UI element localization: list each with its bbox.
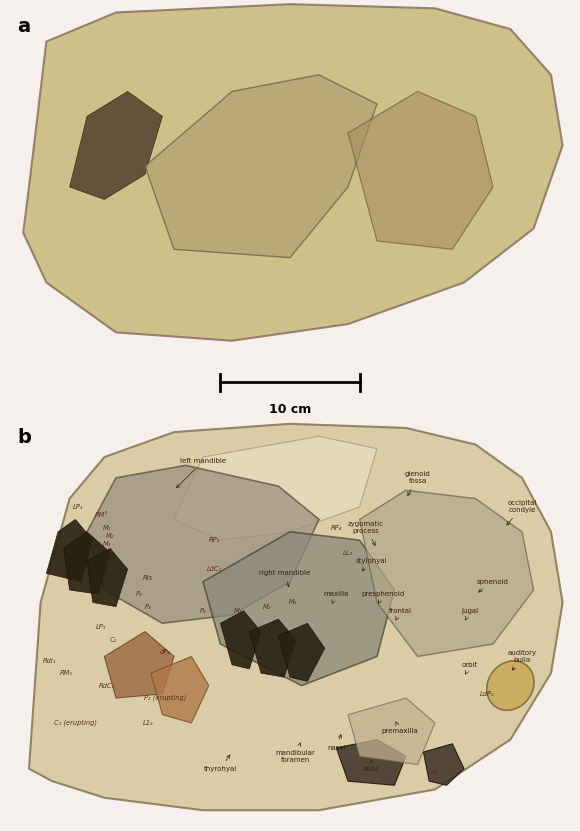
- Polygon shape: [220, 611, 261, 669]
- Text: LdP₂: LdP₂: [480, 691, 495, 697]
- Text: LL₃: LL₃: [343, 549, 353, 556]
- Text: mandibular
foramen: mandibular foramen: [276, 743, 316, 763]
- Text: nasal: nasal: [327, 735, 346, 751]
- Text: LP₃: LP₃: [73, 504, 84, 510]
- Text: RdC₁: RdC₁: [99, 682, 115, 689]
- Polygon shape: [87, 465, 319, 623]
- Polygon shape: [104, 632, 174, 698]
- Text: LP₄: LP₄: [70, 524, 81, 531]
- Polygon shape: [145, 75, 377, 258]
- Polygon shape: [423, 744, 464, 785]
- Text: premaxilla: premaxilla: [382, 722, 419, 735]
- Text: zygomatic
process: zygomatic process: [347, 521, 383, 545]
- Text: presphenoid: presphenoid: [361, 591, 404, 603]
- Polygon shape: [174, 436, 377, 540]
- Text: C₁ (erupting): C₁ (erupting): [54, 720, 97, 726]
- Polygon shape: [29, 424, 563, 810]
- Ellipse shape: [487, 661, 534, 711]
- Text: M₂: M₂: [106, 533, 114, 539]
- Text: M₂: M₂: [263, 603, 271, 610]
- Polygon shape: [336, 740, 406, 785]
- Text: 10 cm: 10 cm: [269, 403, 311, 416]
- Text: dP₂: dP₂: [160, 649, 171, 656]
- Text: atlas: atlas: [362, 760, 380, 772]
- Polygon shape: [348, 91, 493, 249]
- Text: P₂ (erupting): P₂ (erupting): [144, 695, 187, 701]
- Text: M₃: M₃: [289, 599, 297, 606]
- Polygon shape: [249, 619, 296, 677]
- Text: C₁: C₁: [110, 637, 117, 643]
- Text: L1₃: L1₃: [143, 720, 153, 726]
- Text: RM₁: RM₁: [60, 670, 73, 676]
- Polygon shape: [87, 548, 128, 607]
- Text: P₂: P₂: [136, 591, 143, 597]
- Text: LP₃: LP₃: [96, 624, 107, 631]
- Text: M₁: M₁: [103, 524, 111, 531]
- Text: P₃: P₃: [144, 603, 151, 610]
- Text: RIs: RIs: [143, 574, 153, 581]
- Text: left mandible: left mandible: [176, 458, 226, 488]
- Polygon shape: [151, 656, 209, 723]
- Text: M₁: M₁: [234, 607, 242, 614]
- Polygon shape: [348, 698, 435, 765]
- Polygon shape: [278, 623, 325, 681]
- Text: maxilla: maxilla: [324, 591, 349, 603]
- Polygon shape: [203, 532, 394, 686]
- Text: auditory
bulla: auditory bulla: [508, 650, 536, 670]
- Text: stylohyal: stylohyal: [356, 558, 387, 571]
- Text: jugal: jugal: [461, 607, 478, 620]
- Text: RP₄: RP₄: [331, 524, 342, 531]
- Text: LdC₁: LdC₁: [207, 566, 222, 573]
- Polygon shape: [64, 532, 110, 594]
- Text: b: b: [17, 428, 31, 447]
- Text: RP: RP: [431, 770, 439, 776]
- Polygon shape: [70, 91, 162, 199]
- Text: glenoid
fossa: glenoid fossa: [405, 471, 430, 495]
- Text: orbit: orbit: [462, 661, 478, 674]
- Text: RP₃: RP₃: [209, 537, 220, 543]
- Text: sphenoid: sphenoid: [477, 578, 509, 593]
- Text: occipital
condyle: occipital condyle: [507, 500, 536, 525]
- Text: right mandible: right mandible: [259, 570, 310, 587]
- Text: P₄: P₄: [200, 607, 206, 614]
- Text: a: a: [17, 17, 31, 36]
- Text: frontal: frontal: [389, 607, 412, 620]
- Polygon shape: [46, 519, 93, 582]
- Polygon shape: [360, 490, 534, 656]
- Polygon shape: [23, 4, 563, 341]
- Text: RdI₁: RdI₁: [42, 657, 56, 664]
- Text: M₃: M₃: [103, 541, 111, 548]
- Text: thyrohyal: thyrohyal: [204, 755, 237, 772]
- Text: RM³: RM³: [95, 512, 108, 519]
